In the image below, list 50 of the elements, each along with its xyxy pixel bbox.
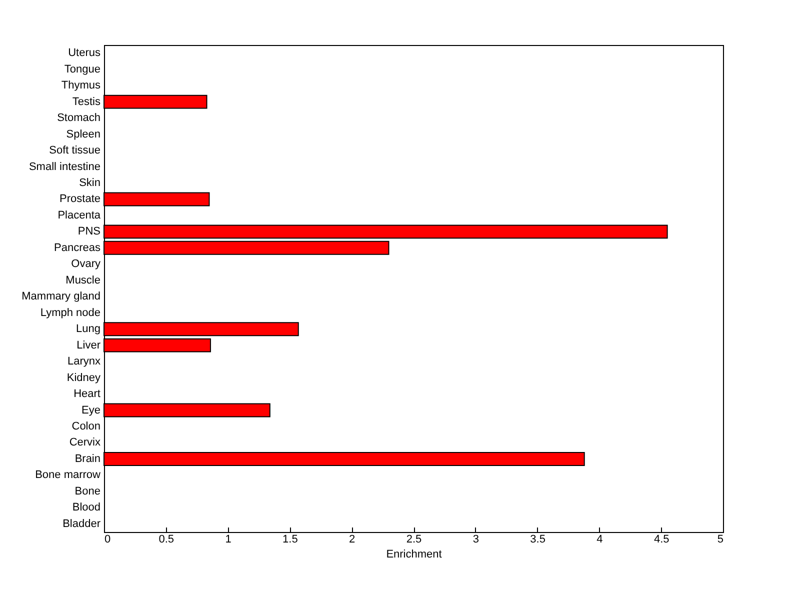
x-tick-label: 0.5 bbox=[158, 534, 174, 546]
y-tick-label: Lung bbox=[76, 323, 100, 336]
bar bbox=[104, 403, 270, 418]
x-tick-label: 1 bbox=[225, 534, 232, 546]
y-tick-label: Kidney bbox=[66, 372, 101, 384]
y-tick-label: Liver bbox=[76, 339, 101, 352]
y-tick-label: Pancreas bbox=[54, 242, 101, 254]
y-tick-label: PNS bbox=[78, 226, 100, 238]
bar bbox=[104, 240, 390, 255]
y-tick-label: Thymus bbox=[61, 80, 101, 92]
y-tick-label: Spleen bbox=[66, 128, 100, 140]
y-tick-label: Lymph node bbox=[40, 306, 100, 319]
y-tick-label: Bladder bbox=[62, 518, 101, 530]
x-tick-label: 2 bbox=[349, 534, 356, 546]
y-tick-label: Brain bbox=[74, 452, 100, 465]
x-axis-title: Enrichment bbox=[386, 548, 442, 560]
x-tick-label: 4.5 bbox=[654, 534, 670, 546]
y-tick-label: Ovary bbox=[71, 258, 101, 270]
bar bbox=[104, 338, 211, 352]
y-tick-label: Small intestine bbox=[28, 160, 100, 173]
y-tick-label: Stomach bbox=[57, 112, 100, 124]
y-tick-label: Colon bbox=[72, 420, 100, 432]
bar bbox=[104, 452, 585, 466]
y-tick-label: Larynx bbox=[67, 356, 101, 368]
x-tick-label: 3 bbox=[472, 534, 479, 546]
y-tick-label: Heart bbox=[74, 388, 100, 400]
bar bbox=[104, 224, 668, 239]
bar bbox=[104, 94, 208, 109]
y-tick-label: Cervix bbox=[69, 436, 101, 449]
y-tick-label: Eye bbox=[82, 404, 100, 416]
y-tick-label: Bone marrow bbox=[35, 469, 101, 482]
x-tick-label: 2.5 bbox=[406, 534, 422, 546]
y-tick-label: Uterus bbox=[68, 47, 101, 60]
y-tick-label: Skin bbox=[79, 176, 100, 189]
x-tick-label: 1.5 bbox=[282, 534, 298, 546]
y-tick-label: Tongue bbox=[64, 63, 100, 76]
y-tick-label: Mammary gland bbox=[22, 290, 100, 303]
bar bbox=[104, 322, 299, 336]
y-tick-label: Blood bbox=[72, 502, 100, 514]
x-tick-label: 5 bbox=[717, 534, 724, 546]
bar bbox=[104, 192, 210, 206]
y-tick-label: Soft tissue bbox=[49, 144, 100, 157]
x-tick-label: 3.5 bbox=[530, 534, 546, 546]
y-tick-label: Testis bbox=[72, 96, 101, 108]
x-tick-label: 0 bbox=[104, 534, 111, 546]
y-tick-label: Muscle bbox=[66, 274, 100, 286]
y-tick-label: Prostate bbox=[60, 193, 100, 206]
x-tick-label: 4 bbox=[596, 534, 603, 546]
y-tick-label: Placenta bbox=[58, 209, 102, 222]
y-tick-label: Bone bbox=[74, 485, 100, 498]
